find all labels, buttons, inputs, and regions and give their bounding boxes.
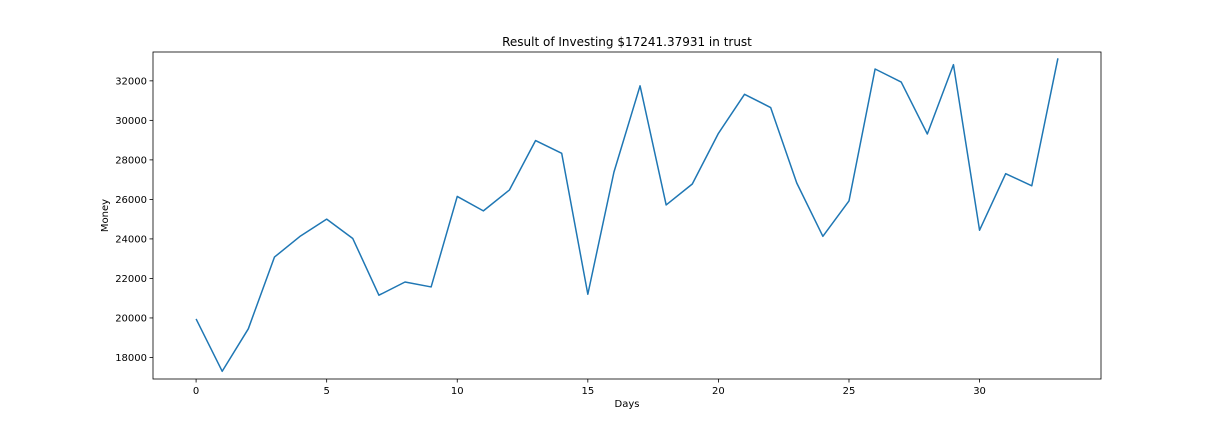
x-tick-label: 25: [843, 386, 856, 397]
y-tick-label: 26000: [115, 195, 147, 206]
y-tick-label: 28000: [115, 155, 147, 166]
x-tick-label: 15: [581, 386, 594, 397]
y-axis: 18000 20000 22000 24000 26000 28000 30000 32000: [115, 76, 153, 364]
y-axis-label: Money: [100, 199, 111, 232]
y-tick-label: 18000: [115, 353, 147, 364]
x-axis-label: Days: [615, 399, 640, 410]
x-tick-label: 20: [712, 386, 725, 397]
y-tick-label: 30000: [115, 116, 147, 127]
x-axis: 0 5 10 15 20 25 30: [193, 379, 986, 397]
x-tick-label: 5: [323, 386, 329, 397]
x-tick-label: 10: [451, 386, 464, 397]
y-tick-label: 24000: [115, 234, 147, 245]
plot-area: [195, 58, 1059, 373]
series-line-0: [195, 58, 1059, 373]
y-tick-label: 20000: [115, 313, 147, 324]
y-tick-label: 32000: [115, 76, 147, 87]
chart-title: Result of Investing $17241.37931 in trus…: [502, 35, 752, 49]
y-tick-label: 22000: [115, 274, 147, 285]
x-tick-label: 30: [973, 386, 986, 397]
axes-frame: [152, 51, 1102, 380]
x-tick-label: 0: [193, 386, 199, 397]
